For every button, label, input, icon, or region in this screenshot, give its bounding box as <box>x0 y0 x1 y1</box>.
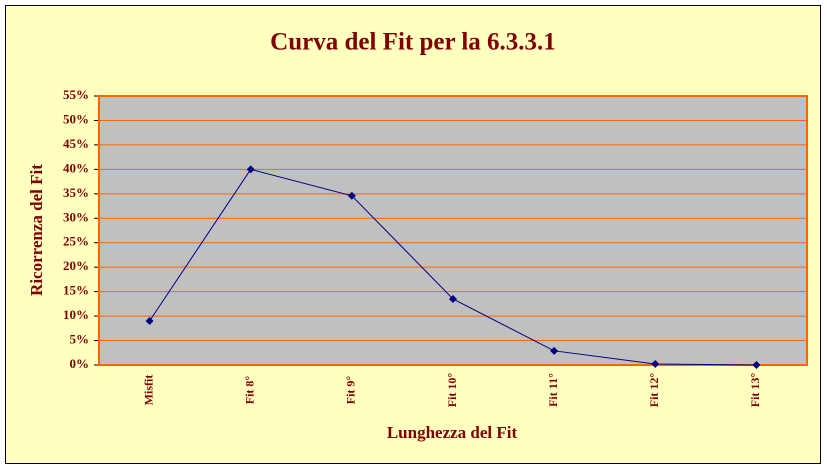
marks <box>145 165 761 369</box>
x-tick-label: Fit 12° <box>647 373 661 408</box>
y-tick-label: 0% <box>70 356 90 371</box>
data-point <box>145 316 154 325</box>
y-tick-label: 30% <box>63 209 89 224</box>
y-tick-label: 40% <box>63 160 89 175</box>
y-tick-label: 15% <box>63 283 89 298</box>
x-tick-label: Fit 9° <box>344 376 358 405</box>
y-tick-label: 20% <box>63 258 89 273</box>
data-point <box>449 294 457 303</box>
y-tick-label: 25% <box>63 234 89 249</box>
y-tick-label: 50% <box>63 111 89 126</box>
x-axis-title: Lunghezza del Fit <box>387 423 518 442</box>
y-tick-label: 55% <box>63 87 89 102</box>
data-point <box>752 361 761 369</box>
x-tick-label: Fit 13° <box>748 373 762 408</box>
x-tick-label: Misfit <box>141 375 155 406</box>
data-point <box>651 360 660 369</box>
data-point <box>246 165 255 174</box>
data-point <box>550 346 559 355</box>
y-axis-title: Ricorrenza del Fit <box>27 164 46 296</box>
y-tick-label: 5% <box>70 332 90 347</box>
y-tick-label: 45% <box>63 136 89 151</box>
x-tick-label: Fit 10° <box>445 373 459 408</box>
x-tick-label: Fit 8° <box>242 376 256 405</box>
data-point <box>347 191 356 200</box>
y-tick-label: 35% <box>63 185 89 200</box>
x-tick-label: Fit 11° <box>546 373 560 407</box>
plot-border <box>98 95 808 366</box>
chart-title: Curva del Fit per la 6.3.3.1 <box>270 29 556 56</box>
y-tick-label: 10% <box>63 307 89 322</box>
plot-area <box>99 96 807 365</box>
